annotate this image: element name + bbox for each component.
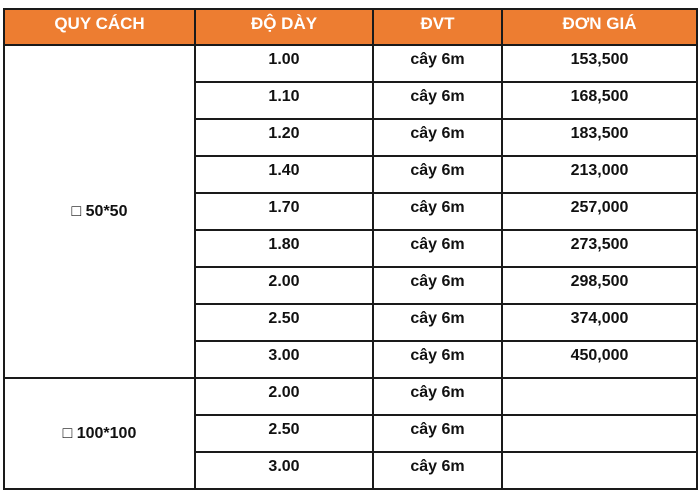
spec-cell: □ 50*50	[3, 44, 196, 379]
price-cell: 298,500	[501, 266, 698, 305]
table-row: 1.20 cây 6m 183,500	[4, 118, 698, 157]
table-row: 1.80 cây 6m 273,500	[4, 229, 698, 268]
table-row: □ 50*50 1.00 cây 6m 153,500	[3, 44, 698, 379]
price-cell: 273,500	[501, 229, 698, 268]
unit-cell: cây 6m	[372, 44, 503, 83]
thickness-cell: 1.80	[194, 229, 374, 268]
unit-cell: cây 6m	[372, 155, 503, 194]
header-price: ĐƠN GIÁ	[501, 8, 698, 46]
table-row: 2.50 cây 6m 374,000	[4, 303, 698, 342]
unit-cell: cây 6m	[372, 451, 503, 490]
header-row: QUY CÁCH ĐỘ DÀY ĐVT ĐƠN GIÁ	[3, 8, 698, 46]
spec-cell: □ 100*100	[3, 377, 196, 490]
price-cell: 213,000	[501, 155, 698, 194]
unit-cell: cây 6m	[372, 81, 503, 120]
thickness-cell: 2.00	[194, 266, 374, 305]
thickness-cell: 3.00	[194, 340, 374, 379]
table-row: 1.10 cây 6m 168,500	[4, 81, 698, 120]
price-cell: 257,000	[501, 192, 698, 231]
thickness-cell: 2.50	[194, 414, 374, 453]
table-row: 1.70 cây 6m 257,000	[4, 192, 698, 231]
table-row: 2.00 cây 6m 298,500	[4, 266, 698, 305]
price-table: QUY CÁCH ĐỘ DÀY ĐVT ĐƠN GIÁ □ 50*50 1.00 c…	[3, 8, 698, 490]
thickness-cell: 1.20	[194, 118, 374, 157]
thickness-cell: 1.10	[194, 81, 374, 120]
thickness-cell: 2.00	[194, 377, 374, 416]
price-cell	[501, 451, 698, 490]
unit-cell: cây 6m	[372, 340, 503, 379]
unit-cell: cây 6m	[372, 229, 503, 268]
table-row: □ 100*100 2.00 cây 6m	[3, 377, 698, 490]
unit-cell: cây 6m	[372, 192, 503, 231]
header-thickness: ĐỘ DÀY	[194, 8, 374, 46]
thickness-cell: 1.00	[194, 44, 374, 83]
unit-cell: cây 6m	[372, 118, 503, 157]
unit-cell: cây 6m	[372, 414, 503, 453]
thickness-cell: 1.40	[194, 155, 374, 194]
unit-cell: cây 6m	[372, 266, 503, 305]
table-row: 2.50 cây 6m	[4, 414, 698, 453]
thickness-cell: 2.50	[194, 303, 374, 342]
price-cell: 153,500	[501, 44, 698, 83]
price-cell: 168,500	[501, 81, 698, 120]
price-cell: 450,000	[501, 340, 698, 379]
thickness-cell: 3.00	[194, 451, 374, 490]
header-spec: QUY CÁCH	[3, 8, 196, 46]
unit-cell: cây 6m	[372, 377, 503, 416]
price-cell: 374,000	[501, 303, 698, 342]
table-row: 3.00 cây 6m	[4, 451, 698, 490]
price-cell: 183,500	[501, 118, 698, 157]
price-cell	[501, 377, 698, 416]
header-unit: ĐVT	[372, 8, 503, 46]
unit-cell: cây 6m	[372, 303, 503, 342]
table-row: 1.40 cây 6m 213,000	[4, 155, 698, 194]
table-row: 3.00 cây 6m 450,000	[4, 340, 698, 379]
thickness-cell: 1.70	[194, 192, 374, 231]
price-cell	[501, 414, 698, 453]
